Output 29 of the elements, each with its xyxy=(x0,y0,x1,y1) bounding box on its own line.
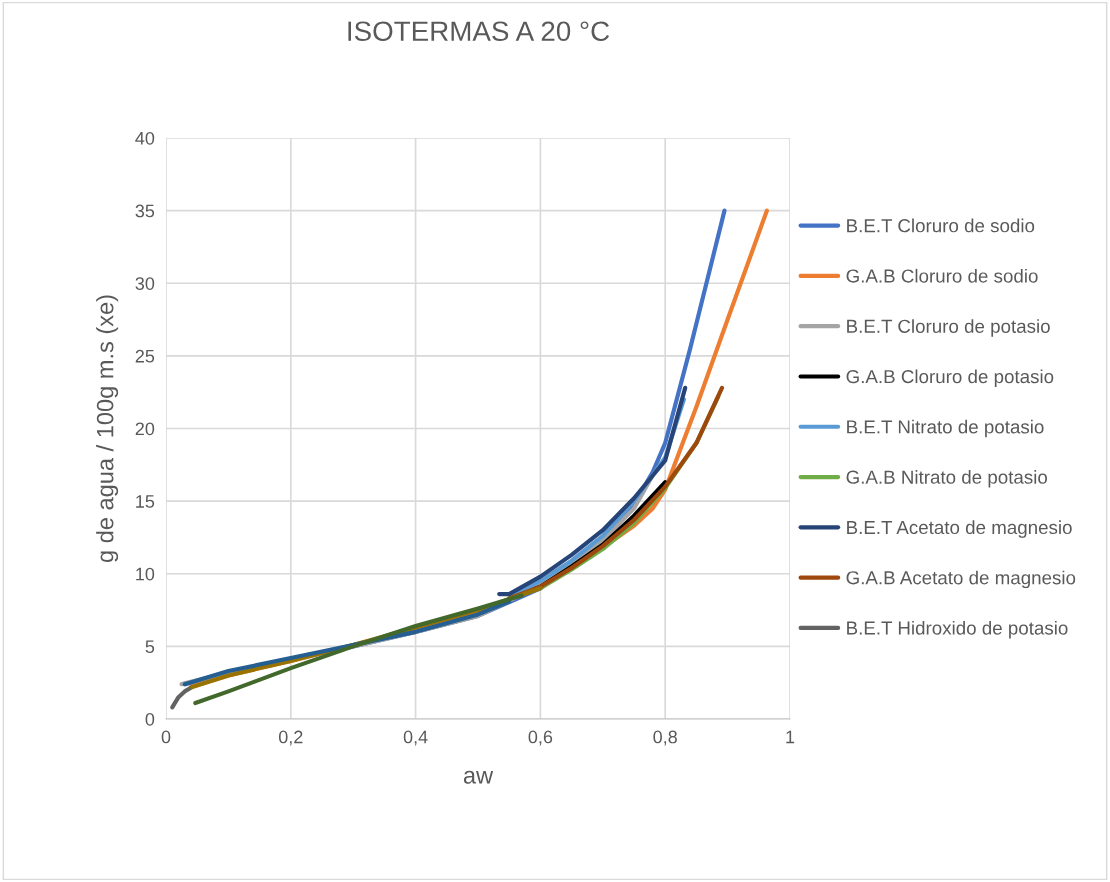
x-tick-label: 1 xyxy=(786,730,795,744)
y-tick-label: 25 xyxy=(135,349,155,363)
line-series xyxy=(170,684,195,710)
legend-label: G.A.B Nitrato de potasio xyxy=(846,470,1048,488)
y-tick-label: 35 xyxy=(135,204,155,218)
y-tick-label: 15 xyxy=(136,495,155,508)
legend-label: G.A.B Acetato de magnesio xyxy=(846,570,1076,589)
legend-label: G.A.B Cloruro de potasio xyxy=(846,369,1054,387)
y-tick-label: 30 xyxy=(135,277,155,290)
x-tick-label: 0,6 xyxy=(528,730,553,746)
x-axis-title: aw xyxy=(463,770,494,784)
y-axis-title: g de agua / 100g m.s (xe) xyxy=(96,295,119,563)
line-series xyxy=(193,593,524,706)
x-tick-label: 0,4 xyxy=(403,730,428,746)
legend-label: B.E.T Cloruro de sodio xyxy=(847,218,1035,233)
y-tick-label: 20 xyxy=(135,422,155,436)
y-tick-label: 10 xyxy=(136,567,155,581)
legend-label: B.E.T Nitrato de potasio xyxy=(847,419,1044,438)
x-tick-label: 0,2 xyxy=(278,730,303,746)
y-tick-label: 40 xyxy=(135,131,155,145)
y-tick-label: 0 xyxy=(145,712,155,726)
chart-title: ISOTERMAS A 20 °C xyxy=(348,21,610,42)
x-tick-label: 0,8 xyxy=(653,730,677,746)
legend-label: G.A.B Cloruro de sodio xyxy=(846,268,1038,283)
y-tick-label: 5 xyxy=(145,640,155,654)
legend-label: B.E.T Cloruro de potasio xyxy=(847,319,1050,337)
legend-label: B.E.T Acetato de magnesio xyxy=(847,520,1072,538)
legend-label: B.E.T Hidroxido de potasio xyxy=(847,620,1068,639)
x-tick-label: 0 xyxy=(161,730,171,744)
